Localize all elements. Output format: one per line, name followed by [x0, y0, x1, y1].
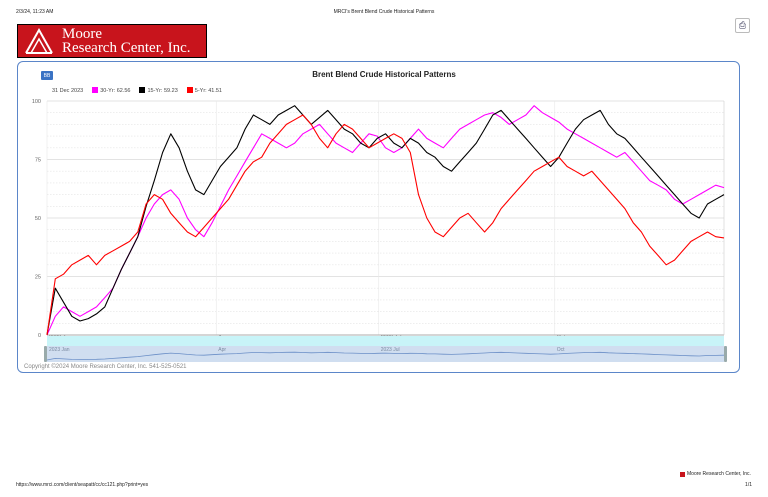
- navigator-window: [47, 346, 724, 362]
- navigator-label: Oct: [557, 347, 565, 353]
- series-line-0: [46, 105, 725, 336]
- series-line-2: [46, 114, 725, 336]
- navigator-left-handle: [44, 346, 47, 362]
- print-icon[interactable]: ⎙: [735, 18, 750, 33]
- y-tick-label: 25: [35, 275, 41, 281]
- footer-brand-text: Moore Research Center, Inc.: [687, 471, 751, 477]
- legend-date: 31 Dec 2023: [52, 87, 84, 94]
- logo-line1: Moore: [62, 26, 102, 42]
- browser-page-title: MRCI's Brent Blend Crude Historical Patt…: [333, 9, 435, 15]
- y-tick-label: 0: [38, 333, 41, 339]
- navigator-label: Apr: [218, 347, 226, 353]
- footer-brand: Moore Research Center, Inc.: [680, 471, 751, 477]
- browser-datetime: 2/3/24, 11:23 AM: [16, 9, 54, 15]
- legend-item-5yr[interactable]: 5-Yr: 41.51: [186, 87, 222, 94]
- logo-mark-icon: [25, 27, 53, 54]
- y-tick-label: 75: [35, 158, 41, 164]
- copyright-text: Copyright ©2024 Moore Research Center, I…: [24, 364, 187, 370]
- navigator-right-handle: [724, 346, 727, 362]
- navigator-band: [47, 336, 724, 346]
- bb-button[interactable]: BB: [41, 71, 53, 80]
- legend-label: 5-Yr: 41.51: [194, 88, 222, 94]
- page-count: 1/1: [745, 482, 752, 488]
- series-line-1: [46, 105, 725, 336]
- legend-swatch: [92, 87, 99, 93]
- legend-item-15yr[interactable]: 15-Yr: 59.23: [139, 87, 178, 94]
- legend-label: 15-Yr: 59.23: [147, 88, 178, 94]
- legend-swatch: [139, 87, 146, 93]
- moore-logo[interactable]: Moore Research Center, Inc.: [17, 24, 207, 58]
- footer-logo-icon: [680, 471, 685, 477]
- legend-swatch: [186, 87, 193, 93]
- navigator-label: 2023 Jan: [49, 347, 70, 353]
- legend-label: 30-Yr: 62.56: [100, 88, 131, 94]
- y-tick-label: 100: [32, 99, 41, 105]
- navigator-line: [46, 351, 725, 361]
- chart-legend: 31 Dec 2023 30-Yr: 62.56 15-Yr: 59.23 5-…: [52, 87, 222, 94]
- logo-line2: Research Center, Inc.: [62, 40, 191, 56]
- chart-title: Brent Blend Crude Historical Patterns: [312, 70, 456, 79]
- logo-text: Moore Research Center, Inc.: [62, 26, 191, 56]
- legend-item-30yr[interactable]: 30-Yr: 62.56: [92, 87, 130, 94]
- y-tick-label: 50: [35, 216, 41, 222]
- navigator-label: 2023 Jul: [381, 347, 400, 353]
- browser-url: https://www.mrci.com/client/seapatt/cc/c…: [16, 482, 149, 488]
